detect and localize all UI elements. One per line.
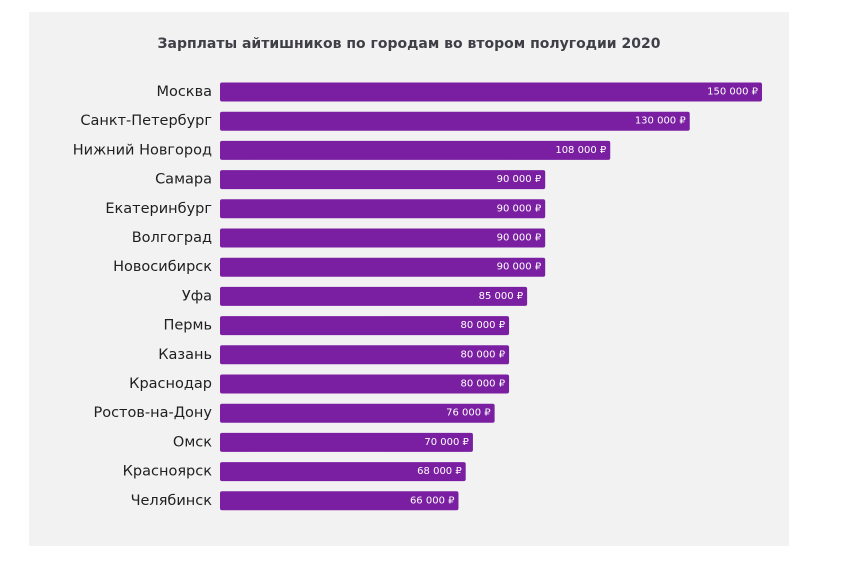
- bar: [220, 82, 762, 102]
- category-label: Екатеринбург: [105, 201, 212, 217]
- data-label: 85 000 ₽: [479, 291, 524, 302]
- bar: [220, 491, 459, 511]
- bar: [220, 199, 546, 219]
- category-label: Омск: [173, 434, 212, 450]
- data-label: 90 000 ₽: [497, 262, 542, 273]
- category-label: Уфа: [182, 288, 212, 304]
- category-label: Волгоград: [132, 230, 212, 246]
- data-label: 108 000 ₽: [555, 145, 607, 156]
- category-label: Красноярск: [123, 464, 213, 480]
- category-label: Санкт-Петербург: [80, 113, 212, 129]
- bar: [220, 286, 528, 306]
- category-label: Краснодар: [129, 376, 212, 392]
- data-label: 90 000 ₽: [497, 233, 542, 244]
- data-label: 80 000 ₽: [461, 379, 506, 390]
- category-label: Челябинск: [131, 493, 213, 509]
- chart-title: Зарплаты айтишников по городам во втором…: [157, 36, 661, 52]
- data-label: 66 000 ₽: [410, 495, 455, 506]
- data-label: 80 000 ₽: [461, 320, 506, 331]
- category-label: Самара: [155, 172, 212, 188]
- bar: [220, 228, 546, 248]
- bar: [220, 432, 473, 452]
- category-label: Пермь: [163, 318, 212, 334]
- data-label: 80 000 ₽: [461, 349, 506, 360]
- category-label: Казань: [158, 347, 212, 363]
- bar: [220, 403, 495, 423]
- bar: [220, 170, 546, 190]
- bar: [220, 140, 611, 160]
- category-label: Ростов-на-Дону: [93, 405, 212, 421]
- category-label: Москва: [156, 84, 212, 100]
- bar: [220, 111, 690, 131]
- data-label: 150 000 ₽: [707, 87, 759, 98]
- data-label: 76 000 ₽: [446, 408, 491, 419]
- bar: [220, 345, 510, 365]
- category-label: Новосибирск: [113, 259, 212, 275]
- data-label: 130 000 ₽: [635, 116, 687, 127]
- data-label: 90 000 ₽: [497, 203, 542, 214]
- data-label: 90 000 ₽: [497, 174, 542, 185]
- data-label: 68 000 ₽: [417, 466, 462, 477]
- bar: [220, 257, 546, 277]
- category-label: Нижний Новгород: [73, 142, 212, 158]
- bar: [220, 462, 466, 482]
- bar: [220, 374, 510, 394]
- data-label: 70 000 ₽: [424, 437, 469, 448]
- bar: [220, 316, 510, 336]
